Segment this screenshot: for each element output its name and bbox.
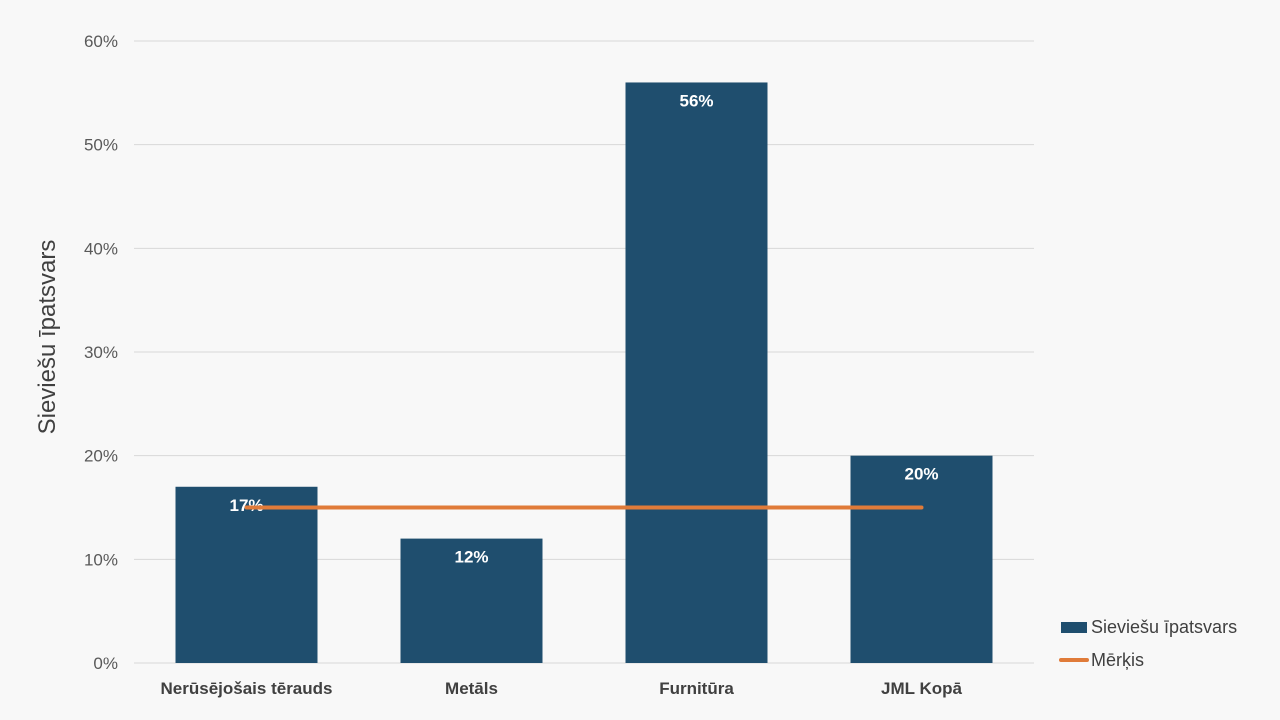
y-axis-ticks: 0% 10% 20% 30% 40% 50% 60% [84,32,118,673]
legend: Sieviešu īpatsvars Mērķis [1059,617,1237,670]
y-tick-label: 50% [84,136,118,155]
y-tick-label: 40% [84,239,118,258]
legend-swatch-bars [1061,622,1087,633]
legend-label-line: Mērķis [1091,650,1144,670]
x-category-label: Metāls [445,679,498,698]
x-category-label: JML Kopā [881,679,962,698]
bar-data-label: 20% [904,465,938,484]
y-axis-title: Sieviešu īpatsvars [34,240,61,435]
bar [850,455,993,663]
x-category-label: Nerūsējošais tērauds [161,679,333,698]
bar-data-label: 17% [229,496,263,515]
bar [400,538,543,663]
legend-label-bars: Sieviešu īpatsvars [1091,617,1237,637]
x-category-label: Furnitūra [659,679,734,698]
y-tick-label: 0% [93,654,118,673]
bars [175,82,993,663]
y-tick-label: 10% [84,550,118,569]
y-tick-label: 30% [84,343,118,362]
bar [175,486,318,663]
bar-data-label: 12% [454,548,488,567]
y-tick-label: 60% [84,32,118,51]
bar-data-label: 56% [679,91,713,110]
y-tick-label: 20% [84,447,118,466]
bar [625,82,768,663]
data-labels: 17% 12% 56% 20% [229,91,938,566]
x-axis-categories: Nerūsējošais tērauds Metāls Furnitūra JML K… [161,679,963,698]
